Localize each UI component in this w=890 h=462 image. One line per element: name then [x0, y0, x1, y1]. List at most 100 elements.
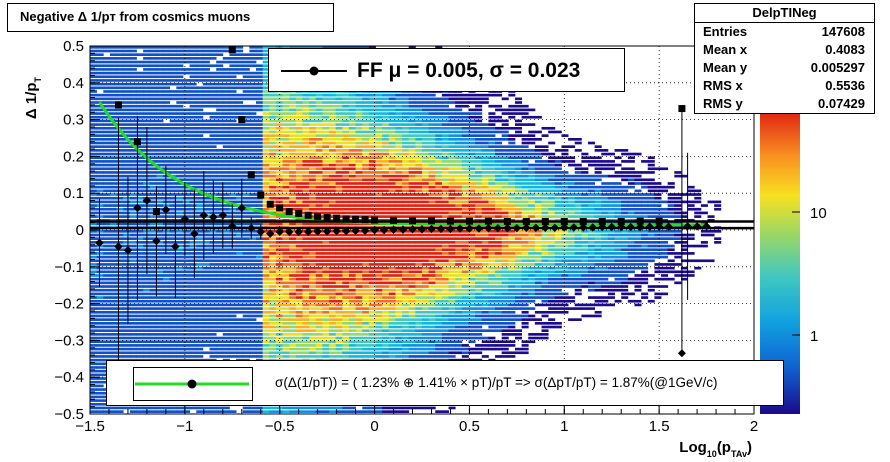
heatmap-cell — [309, 299, 317, 303]
heatmap-cell — [302, 174, 310, 178]
heatmap-cell — [256, 347, 264, 351]
heatmap-cell — [222, 211, 230, 215]
heatmap-cell — [123, 285, 131, 288]
heatmap-cell — [163, 167, 171, 171]
heatmap-cell — [109, 130, 117, 134]
heatmap-cell — [96, 182, 104, 185]
heatmap-cell — [202, 75, 210, 79]
heatmap-cell — [415, 149, 423, 152]
heatmap-cell — [289, 263, 297, 266]
heatmap-cell — [309, 329, 317, 333]
heatmap-cell — [189, 318, 197, 321]
heatmap-cell — [309, 134, 317, 137]
heatmap-cell — [322, 138, 330, 141]
heatmap-cell — [382, 322, 390, 325]
heatmap-cell — [289, 310, 297, 314]
heatmap-cell — [176, 163, 184, 167]
heatmap-cell — [342, 185, 350, 189]
heatmap-cell — [249, 204, 257, 207]
heatmap-cell — [149, 145, 157, 149]
heatmap-cell — [149, 126, 157, 130]
heatmap-cell — [209, 104, 217, 108]
heatmap-cell — [269, 340, 277, 344]
heatmap-cell — [309, 274, 317, 277]
heatmap-cell — [149, 325, 157, 329]
heatmap-cell — [382, 215, 390, 218]
heatmap-cell — [116, 277, 124, 281]
heatmap-cell — [302, 119, 310, 123]
heatmap-cell — [329, 152, 337, 156]
heatmap-cell — [256, 292, 264, 296]
heatmap-cell — [395, 344, 403, 347]
heatmap-cell — [315, 410, 323, 413]
heatmap-cell — [342, 237, 350, 241]
heatmap-cell — [149, 123, 157, 126]
heatmap-cell — [189, 167, 197, 171]
heatmap-cell — [96, 218, 104, 222]
heatmap-cell — [222, 233, 230, 237]
heatmap-cell — [348, 145, 356, 149]
heatmap-cell — [402, 351, 410, 355]
heatmap-cell — [109, 329, 117, 333]
heatmap-cell — [395, 152, 403, 156]
heatmap-cell — [129, 233, 137, 237]
heatmap-cell — [262, 296, 270, 299]
heatmap-cell — [408, 101, 416, 104]
heatmap-cell — [315, 207, 323, 211]
heatmap-cell — [269, 104, 277, 108]
heatmap-cell — [123, 119, 131, 123]
heatmap-cell — [269, 130, 277, 134]
heatmap-cell — [249, 104, 257, 108]
heatmap-cell — [256, 207, 264, 211]
heatmap-cell — [189, 237, 197, 241]
heatmap-cell — [163, 138, 171, 141]
heatmap-cell — [368, 123, 376, 126]
heatmap-cell — [136, 322, 144, 325]
heatmap-cell — [348, 303, 356, 307]
heatmap-cell — [216, 222, 224, 226]
heatmap-cell — [382, 204, 390, 207]
heatmap-cell — [342, 252, 350, 255]
heatmap-cell — [156, 218, 164, 222]
heatmap-cell — [129, 185, 137, 189]
heatmap-cell — [222, 126, 230, 130]
heatmap-cell — [149, 355, 157, 358]
heatmap-cell — [196, 299, 204, 303]
heatmap-cell — [116, 299, 124, 303]
heatmap-cell — [355, 340, 363, 344]
heatmap-cell — [182, 163, 190, 167]
heatmap-cell — [368, 351, 376, 355]
heatmap-cell — [109, 145, 117, 149]
heatmap-cell — [355, 277, 363, 281]
heatmap-cell — [129, 303, 137, 307]
heatmap-cell — [216, 90, 224, 93]
heatmap-cell — [408, 266, 416, 270]
heatmap-cell — [415, 355, 423, 358]
heatmap-cell — [136, 281, 144, 285]
heatmap-cell — [275, 182, 283, 185]
heatmap-cell — [222, 163, 230, 167]
heatmap-cell — [368, 134, 376, 137]
heatmap-cell — [335, 314, 343, 318]
heatmap-cell — [216, 299, 224, 303]
heatmap-cell — [222, 237, 230, 241]
heatmap-cell — [289, 204, 297, 207]
heatmap-cell — [395, 340, 403, 344]
heatmap-cell — [90, 303, 98, 307]
heatmap-cell — [123, 64, 131, 68]
heatmap-cell — [395, 333, 403, 336]
heatmap-cell — [262, 218, 270, 222]
heatmap-cell — [189, 211, 197, 215]
heatmap-cell — [256, 307, 264, 310]
heatmap-cell — [116, 322, 124, 325]
heatmap-cell — [123, 53, 131, 57]
heatmap-cell — [375, 310, 383, 314]
heatmap-cell — [402, 307, 410, 310]
heatmap-cell — [269, 230, 277, 233]
heatmap-cell — [149, 149, 157, 152]
heatmap-cell — [96, 189, 104, 193]
heatmap-cell — [388, 189, 396, 193]
heatmap-cell — [382, 130, 390, 134]
heatmap-cell — [182, 318, 190, 321]
heatmap-cell — [209, 138, 217, 141]
